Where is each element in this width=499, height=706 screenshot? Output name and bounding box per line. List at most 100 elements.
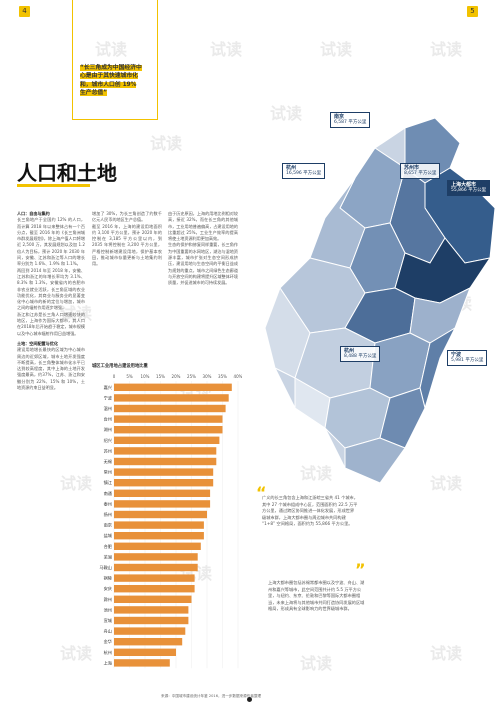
bar <box>114 659 170 667</box>
category-label: 泰州 <box>104 500 112 506</box>
text-column-1: 人口：自由与集约 长三角地产于全国约 12% 的人口，而计算 2018 年以来整… <box>17 211 85 691</box>
bar <box>114 627 186 635</box>
pull-headline: “长三角成为中国经济中心是由于其快速城市化和，城市人口创 19% 生产总值” <box>80 64 144 97</box>
tick-label: 40% <box>234 374 242 379</box>
bar <box>114 394 229 402</box>
yellow-rule <box>157 0 158 120</box>
yellow-rule <box>72 0 73 120</box>
bar <box>114 489 211 497</box>
text-column-2: 增加了 30%，为长三角创造了约数千亿元人民币的地区生产总值。 截至 2016 … <box>92 211 162 267</box>
bar <box>114 426 223 434</box>
bar <box>114 468 214 476</box>
bar <box>114 606 189 614</box>
watermark: 试读 <box>60 644 93 663</box>
bar <box>114 553 198 561</box>
category-label: 南通 <box>104 490 113 497</box>
section-title: 人口和土地 <box>17 161 117 185</box>
bar <box>114 585 195 593</box>
map-label-hangzhou: 杭州 8,488 平方公里 <box>340 346 381 362</box>
category-label: 嘉兴 <box>104 384 112 391</box>
region-map <box>264 117 496 484</box>
pull-headline-text: “长三角成为中国经济中心是由于其快速城市化和，城市人口创 19% 生产总值” <box>80 65 142 96</box>
tick-label: 30% <box>203 374 212 379</box>
watermark: 试读 <box>430 644 463 663</box>
chart-title: 城区工业用地占建设用地比重 <box>92 364 148 369</box>
tick-label: 20% <box>172 374 181 379</box>
bar <box>114 447 217 455</box>
category-label: 盐城 <box>104 532 113 539</box>
watermark: 试读 <box>300 464 333 483</box>
category-label: 宁波 <box>104 394 113 401</box>
bar <box>114 638 183 646</box>
bar-chart-svg: 0 5% 10% 15% 20% 25% 30% 35% 40% 嘉兴宁波温州台州湖州绍兴苏州无锡… <box>99 374 242 669</box>
watermark: 试读 <box>150 134 183 153</box>
bar <box>114 510 207 519</box>
pull-quote: 广义的长三角包含上海和江浙皖三省共 41 个城市，其中 27 个城市组成中心区，… <box>262 495 358 526</box>
category-label: 上海 <box>104 659 113 666</box>
text-column-3: 由于历史原因，上海的用地比例相对较高，接近 32%，而在长三角的其他城市，工业用… <box>168 211 238 286</box>
category-label: 舟山 <box>104 628 112 635</box>
category-label: 常州 <box>104 469 112 476</box>
category-label: 温州 <box>104 405 112 412</box>
bar <box>114 500 211 508</box>
bar <box>114 616 189 625</box>
page-number-left: 4 <box>19 6 30 17</box>
bar <box>114 648 176 656</box>
column-heading-2: 土地：空间配置与优化 <box>17 340 58 346</box>
category-label: 湖州 <box>104 426 112 433</box>
bar <box>114 563 198 572</box>
bar <box>114 415 223 423</box>
tick-label: 35% <box>218 374 227 379</box>
map-label-shanghai-metro: 上海大都市 55,866 平方公里 <box>447 180 491 196</box>
page-number-right: 5 <box>467 6 478 17</box>
yellow-rule <box>72 119 158 120</box>
category-label: 滁州 <box>104 596 112 603</box>
category-label: 扬州 <box>104 511 112 518</box>
category-label: 绍兴 <box>104 437 112 444</box>
bar <box>114 595 192 603</box>
watermark: 试读 <box>210 40 243 59</box>
title-underline <box>17 184 90 187</box>
bottom-note: 上海大都市圈包括苏锡常都市圈以及宁波、舟山、湖州和嘉兴等城市，此空间范围共计约 … <box>268 580 365 611</box>
page-dot <box>247 697 252 702</box>
column-heading: 人口：自由与集约 <box>17 211 50 216</box>
watermark: 试读 <box>300 654 333 673</box>
map-label-nanjing: 南京 6,587 平方公里 <box>330 112 371 128</box>
bar <box>114 404 226 413</box>
bar <box>114 436 220 444</box>
category-label: 安庆 <box>104 585 113 592</box>
category-label: 铜陵 <box>104 575 113 582</box>
map-label-hangzhou-area: 杭州 16,596 平方公里 <box>282 163 326 179</box>
watermark: 试读 <box>60 474 93 493</box>
bar <box>114 521 204 529</box>
watermark: 试读 <box>60 304 93 323</box>
category-label: 镇江 <box>104 479 112 486</box>
bar <box>114 479 214 487</box>
category-label: 台州 <box>104 416 112 423</box>
watermark: 试读 <box>95 40 128 59</box>
category-label: 芜湖 <box>104 553 112 560</box>
quote-close-icon: ” <box>355 560 366 579</box>
tick-label: 25% <box>187 374 196 379</box>
map-label-ningbo: 宁波 5,981 平方公里 <box>447 350 488 366</box>
map-label-suzhou: 苏州市 8,657 平方公里 <box>400 163 441 179</box>
bar <box>114 457 217 466</box>
watermark: 试读 <box>270 104 303 123</box>
watermark: 试读 <box>430 474 463 493</box>
watermark: 试读 <box>430 40 463 59</box>
category-label: 合肥 <box>104 543 113 550</box>
tick-label: 5% <box>126 374 133 379</box>
category-label: 苏州 <box>104 447 112 454</box>
bar <box>114 383 232 391</box>
category-label: 南京 <box>104 522 112 529</box>
category-label: 马鞍山 <box>99 564 112 571</box>
quote-open-icon: “ <box>256 483 267 502</box>
category-label: 宣城 <box>104 617 113 624</box>
category-label: 池州 <box>104 606 112 612</box>
watermark: 试读 <box>320 40 353 59</box>
tick-label: 0 <box>113 374 116 379</box>
bar-chart: 城区工业用地占建设用地比重 0 5% 10% 15% 20% 25% 30% 35% 40% 嘉兴… <box>92 356 242 676</box>
bar <box>114 542 201 550</box>
bar <box>114 532 204 540</box>
